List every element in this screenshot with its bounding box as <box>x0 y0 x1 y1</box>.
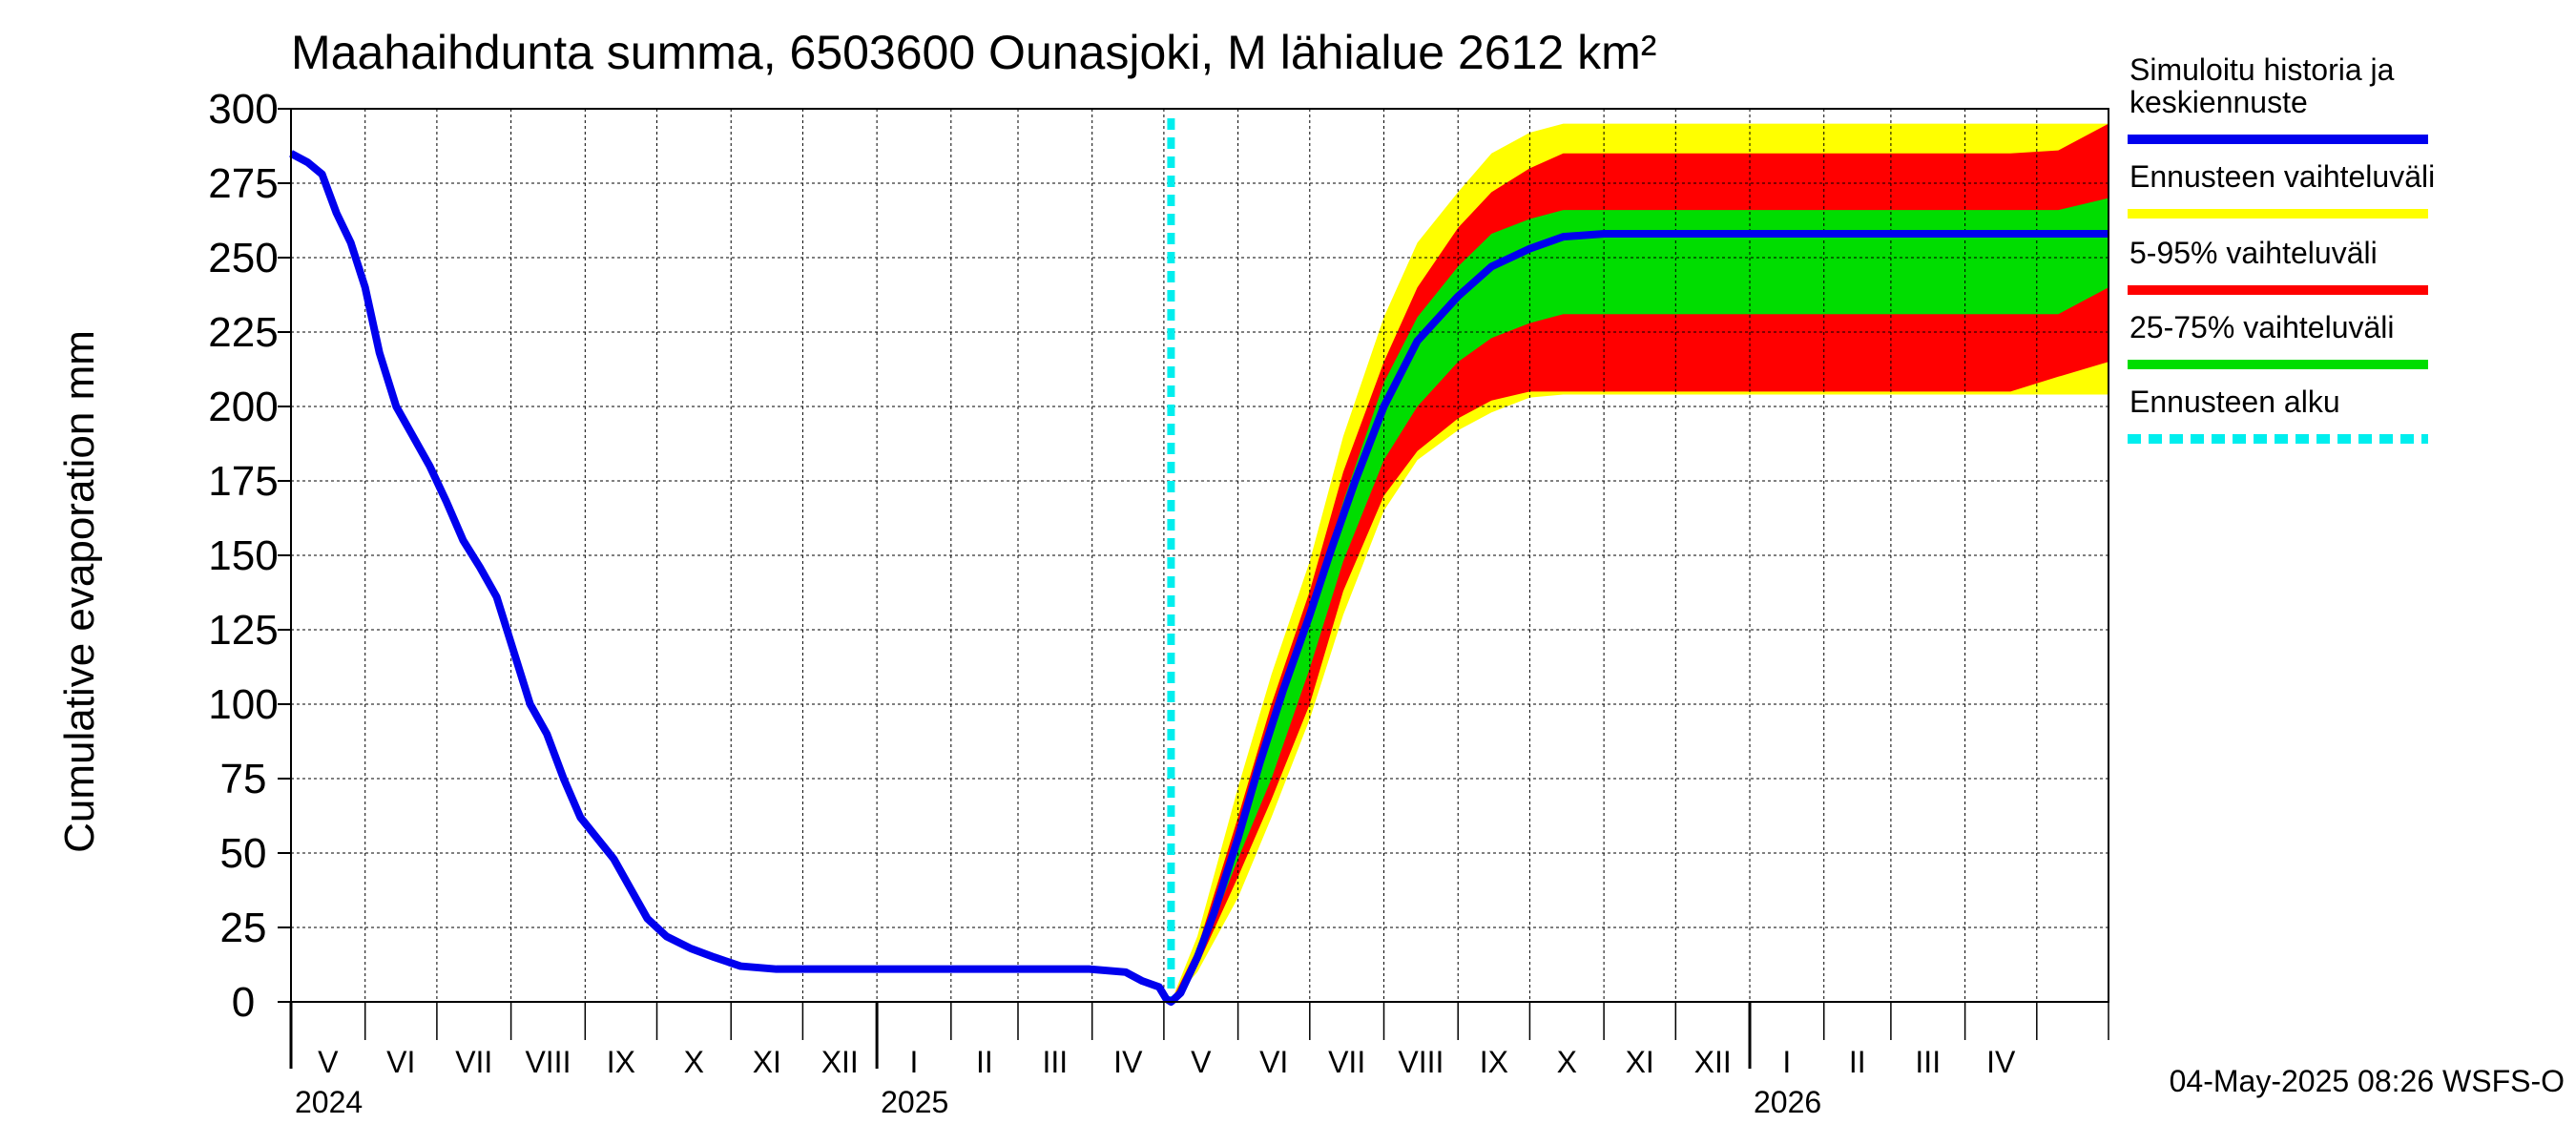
x-month-label: V <box>318 1045 339 1079</box>
x-month-label: X <box>1557 1045 1577 1079</box>
legend-label: 5-95% vaihteluväli <box>2129 236 2378 270</box>
x-month-label: III <box>1915 1045 1941 1079</box>
y-tick-label: 100 <box>208 681 278 728</box>
legend-label: keskiennuste <box>2129 85 2308 119</box>
x-month-label: VI <box>386 1045 415 1079</box>
y-axis: 0 25 50 75 100 125 150 175 200 225 250 275 300 <box>208 86 291 1026</box>
y-tick-label: 200 <box>208 384 278 430</box>
x-month-label: VI <box>1259 1045 1288 1079</box>
legend-label: 25-75% vaihteluväli <box>2129 310 2395 344</box>
x-month-label: IX <box>607 1045 635 1079</box>
y-tick-label: 150 <box>208 532 278 579</box>
x-month-label: IV <box>1986 1045 2016 1079</box>
x-month-label: XI <box>1626 1045 1654 1079</box>
x-month-label: VII <box>455 1045 492 1079</box>
chart-title: Maahaihdunta summa, 6503600 Ounasjoki, M… <box>291 26 1656 79</box>
x-axis: V VI VII VIII IX X XI XII I II III IV V VI VII VIII IX X X… <box>289 1002 2109 1119</box>
y-tick-label: 125 <box>208 607 278 654</box>
x-month-label: IX <box>1480 1045 1508 1079</box>
legend-label: Ennusteen vaihteluväli <box>2129 159 2435 194</box>
y-tick-label: 50 <box>220 830 267 877</box>
legend-label: Simuloitu historia ja <box>2129 52 2395 87</box>
forecast-bands <box>1171 123 2109 1003</box>
x-year-label: 2024 <box>295 1085 363 1119</box>
x-month-label: VIII <box>1398 1045 1444 1079</box>
x-month-label: I <box>1782 1045 1791 1079</box>
x-month-label: VIII <box>525 1045 571 1079</box>
y-tick-label: 75 <box>220 756 267 802</box>
x-month-label: II <box>976 1045 993 1079</box>
footer-timestamp: 04-May-2025 08:26 WSFS-O <box>2170 1064 2565 1098</box>
x-month-label: XI <box>753 1045 781 1079</box>
x-month-label: III <box>1043 1045 1069 1079</box>
series-lines <box>289 118 2109 1006</box>
plot-frame <box>290 108 2109 1003</box>
x-month-label: II <box>1849 1045 1866 1079</box>
y-tick-label: 175 <box>208 458 278 505</box>
x-month-label: V <box>1191 1045 1212 1079</box>
y-tick-label: 25 <box>220 905 267 951</box>
y-tick-label: 300 <box>208 86 278 133</box>
grid <box>291 109 2109 1002</box>
y-tick-label: 275 <box>208 160 278 207</box>
x-month-label: I <box>910 1045 919 1079</box>
x-year-label: 2025 <box>881 1085 948 1119</box>
x-month-label: IV <box>1113 1045 1143 1079</box>
legend-label: Ennusteen alku <box>2129 385 2340 419</box>
band-2 <box>1171 198 2109 1003</box>
x-year-label: 2026 <box>1754 1085 1821 1119</box>
x-month-label: XII <box>821 1045 859 1079</box>
x-month-label: X <box>684 1045 704 1079</box>
y-tick-label: 250 <box>208 235 278 281</box>
x-month-label: XII <box>1694 1045 1732 1079</box>
y-axis-label: Cumulative evaporation mm <box>56 330 103 853</box>
mean-line <box>289 150 2109 1006</box>
y-tick-label: 225 <box>208 309 278 356</box>
y-tick-label: 0 <box>232 979 255 1026</box>
x-month-label: VII <box>1328 1045 1365 1079</box>
